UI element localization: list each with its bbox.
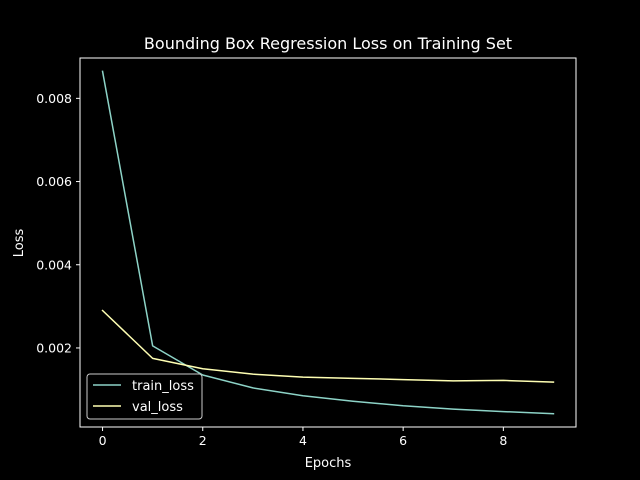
- x-tick-label: 8: [499, 433, 507, 448]
- plot-frame: [79, 57, 577, 428]
- y-axis-label: Loss: [12, 229, 27, 258]
- series-line-train-loss: [101, 70, 555, 415]
- series-lines: [101, 70, 555, 415]
- x-tick-label: 4: [299, 433, 307, 448]
- y-tick-label: 0.008: [36, 91, 72, 106]
- x-tick-label: 0: [99, 433, 107, 448]
- y-tick-label: 0.004: [36, 257, 72, 272]
- y-tick-label: 0.006: [36, 174, 72, 189]
- x-tick-label: 6: [399, 433, 407, 448]
- axis-ticks: 0 2 4 6 8 0.002 0.004 0.006 0.008: [36, 91, 507, 448]
- x-axis-label: Epochs: [305, 456, 352, 471]
- legend-label-val-loss: val_loss: [132, 400, 183, 415]
- y-tick-label: 0.002: [36, 340, 72, 355]
- x-tick-label: 2: [199, 433, 207, 448]
- series-line-val-loss: [101, 309, 555, 383]
- legend-label-train-loss: train_loss: [132, 379, 194, 394]
- legend: train_loss val_loss: [86, 373, 203, 420]
- chart-title: Bounding Box Regression Loss on Training…: [144, 34, 512, 53]
